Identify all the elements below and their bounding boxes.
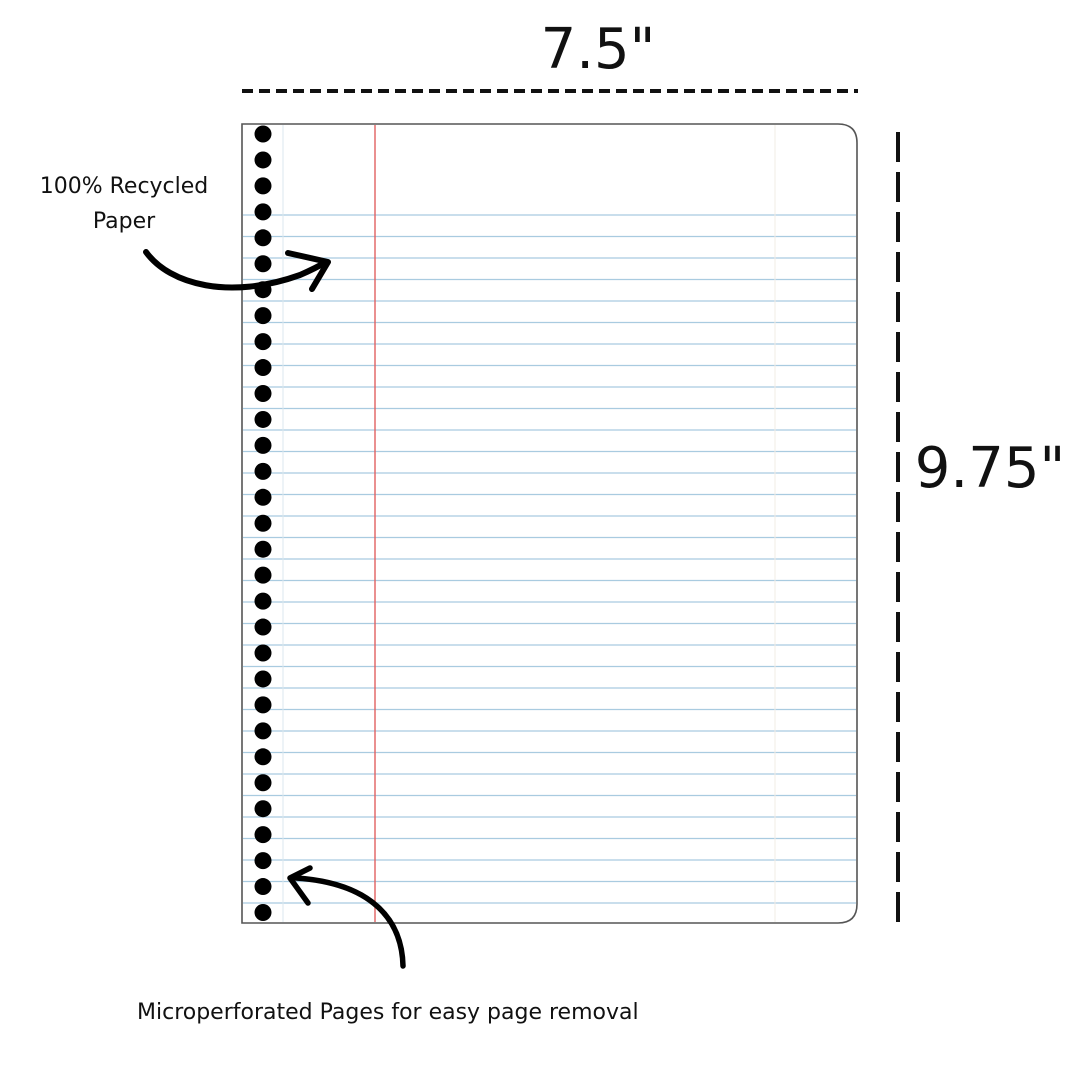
recycled-callout-line-1: 100% Recycled <box>40 174 209 199</box>
recycled-callout-line-2: Paper <box>93 209 156 234</box>
punch-hole <box>254 722 272 740</box>
punch-hole <box>254 333 272 351</box>
punch-hole <box>254 592 272 610</box>
punch-hole <box>254 644 272 662</box>
punch-hole <box>254 229 272 247</box>
punch-hole <box>254 462 272 480</box>
punch-hole <box>254 852 272 870</box>
punch-hole <box>254 203 272 221</box>
punch-hole <box>254 385 272 402</box>
height-dimension-label: 9.75" <box>915 436 1065 501</box>
punch-hole <box>254 307 272 325</box>
punch-hole <box>254 800 272 818</box>
punch-hole <box>254 410 272 428</box>
punch-hole <box>254 696 272 714</box>
microperforated-arrow <box>287 865 406 969</box>
punch-hole <box>254 774 272 792</box>
punch-hole <box>254 151 272 169</box>
punch-hole <box>254 904 272 921</box>
punch-hole <box>254 540 272 558</box>
punch-hole <box>254 618 272 636</box>
notebook-page <box>241 123 858 924</box>
punch-hole <box>254 125 272 143</box>
width-dimension-label: 7.5" <box>541 17 656 82</box>
punch-hole <box>254 514 272 532</box>
punch-hole <box>254 255 272 273</box>
punch-hole <box>254 436 272 454</box>
punch-hole <box>254 566 272 584</box>
page-outline <box>241 123 858 924</box>
punch-hole <box>254 359 272 377</box>
recycled-arrow <box>143 249 331 292</box>
punch-hole <box>254 488 272 506</box>
punch-hole <box>254 748 272 766</box>
microperforated-callout: Microperforated Pages for easy page remo… <box>137 1000 639 1025</box>
punch-hole <box>254 670 272 688</box>
punch-hole <box>254 177 272 195</box>
punch-hole <box>254 826 272 844</box>
ruled-lines <box>243 214 856 904</box>
punch-holes <box>254 125 272 921</box>
punch-hole <box>254 878 272 896</box>
